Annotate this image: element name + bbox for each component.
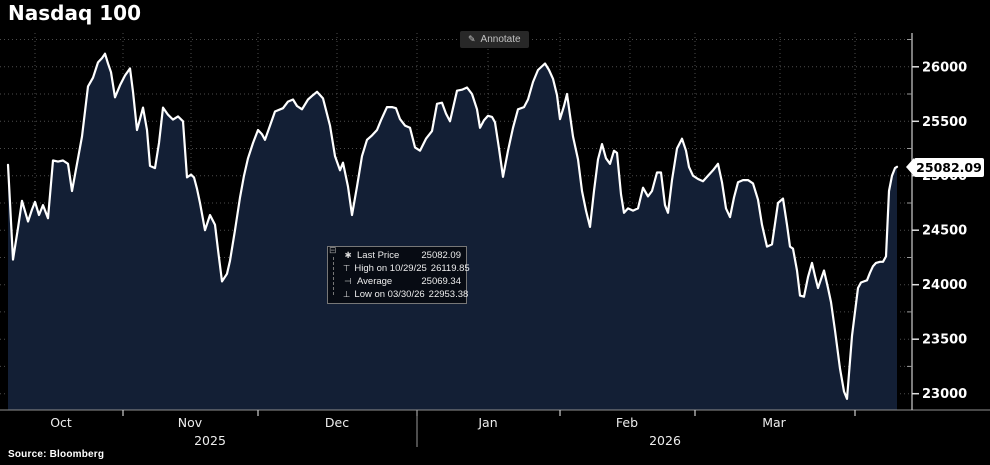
x-axis-month-label: Oct (50, 415, 72, 430)
y-axis-label: 26000 (922, 60, 967, 75)
legend-row-average: ⊣ Average 25069.34 (343, 275, 461, 288)
legend-row-high: ⊤ High on 10/29/25 26119.85 (343, 262, 470, 275)
legend-row-label: High on 10/29/25 (354, 263, 427, 274)
x-axis-month-label: Mar (762, 415, 786, 430)
x-axis-month-label: Feb (616, 415, 638, 430)
legend-row-label: Last Price (357, 250, 400, 261)
legend-row-value: 25082.09 (421, 250, 461, 261)
legend-row-value: 25069.34 (421, 276, 461, 287)
source-label: Source: Bloomberg (8, 449, 105, 460)
legend-row-value: 26119.85 (430, 263, 470, 274)
y-axis-label: 24500 (922, 224, 967, 239)
legend-panel[interactable]: ⊟ ✱ Last Price 25082.09 ⊤ High on 10/29/… (327, 246, 470, 304)
average-marker-icon: ⊣ (344, 276, 352, 287)
legend-row-low: ⊥ Low on 03/30/26 22953.38 (343, 288, 468, 301)
price-line (6, 52, 899, 400)
last-price-marker-icon: ✱ (344, 250, 352, 261)
price-area (8, 53, 897, 410)
y-axis-label: 24000 (922, 278, 967, 293)
x-axis-month-label: Nov (178, 415, 203, 430)
low-marker-icon: ⊥ (343, 289, 351, 300)
legend-row-value: 22953.38 (428, 289, 469, 300)
annotate-button[interactable]: ✎ Annotate (460, 31, 529, 48)
x-axis-year-label: 2026 (649, 433, 681, 448)
x-axis-month-label: Jan (477, 415, 497, 430)
y-axis-label: 23000 (922, 387, 967, 402)
legend-row-label: Average (357, 276, 393, 287)
pencil-icon: ✎ (468, 34, 476, 45)
chart-title: Nasdaq 100 (8, 1, 141, 25)
annotate-label: Annotate (480, 34, 521, 45)
high-marker-icon: ⊤ (343, 263, 351, 274)
y-axis-label: 23500 (922, 333, 967, 348)
legend-row-last-price: ✱ Last Price 25082.09 (343, 249, 461, 262)
last-price-tag: 25082.09 (906, 158, 984, 177)
x-axis-year-label: 2025 (194, 433, 226, 448)
y-axis-label: 25500 (922, 115, 967, 130)
legend-row-label: Low on 03/30/26 (354, 289, 425, 300)
x-axis-month-label: Dec (325, 415, 349, 430)
legend-tree-line (333, 257, 334, 295)
legend-expander-icon[interactable]: ⊟ (329, 246, 337, 256)
